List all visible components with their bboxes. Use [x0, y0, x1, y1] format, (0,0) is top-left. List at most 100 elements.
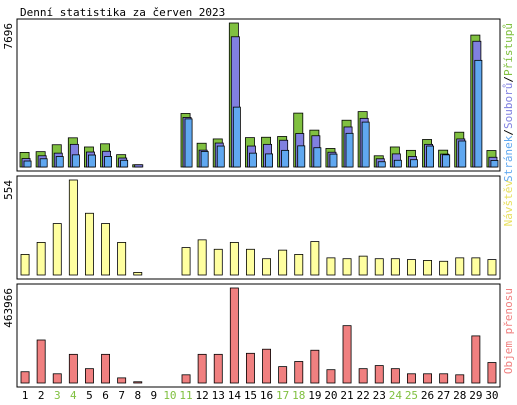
bar-visits-day-4	[68, 179, 78, 276]
x-tick-day-26: 26	[421, 389, 434, 402]
bar-kbytes-day-20	[326, 369, 336, 384]
x-tick-day-12: 12	[196, 389, 209, 402]
series-label-kbytes: Objem přenosu	[502, 288, 515, 374]
series-label-part: /	[502, 129, 515, 136]
bar-pages-day-23	[377, 161, 386, 168]
bar-pages-day-16	[265, 153, 273, 168]
bar-pages-day-15	[248, 152, 257, 168]
bar-visits-day-5	[85, 212, 94, 276]
x-tick-day-30: 30	[485, 389, 498, 402]
x-tick-day-1: 1	[22, 389, 29, 402]
bar-kbytes-day-26	[423, 373, 433, 384]
x-tick-day-6: 6	[102, 389, 109, 402]
x-tick-day-17: 17	[276, 389, 289, 402]
x-tick-day-3: 3	[54, 389, 61, 402]
x-tick-day-19: 19	[308, 389, 321, 402]
bar-pages-day-20	[329, 153, 338, 168]
bar-pages-day-17	[281, 149, 290, 168]
x-tick-day-8: 8	[134, 389, 141, 402]
x-tick-day-9: 9	[151, 389, 158, 402]
series-label-part: Stránek	[502, 135, 515, 182]
x-tick-day-2: 2	[38, 389, 45, 402]
bar-visits-day-12	[197, 239, 207, 276]
series-label-part: /	[502, 76, 515, 83]
bar-kbytes-day-11	[181, 374, 191, 384]
x-tick-day-15: 15	[244, 389, 257, 402]
bar-pages-day-7	[120, 159, 129, 168]
bar-visits-day-26	[423, 260, 433, 276]
x-tick-day-28: 28	[453, 389, 466, 402]
x-tick-day-25: 25	[405, 389, 418, 402]
x-tick-day-7: 7	[118, 389, 125, 402]
bar-pages-day-2	[39, 158, 48, 168]
bar-pages-day-1	[23, 160, 32, 168]
bar-pages-day-6	[104, 156, 112, 168]
bar-visits-day-21	[342, 258, 352, 276]
bar-pages-day-24	[393, 159, 402, 168]
bar-visits-day-3	[52, 223, 62, 276]
bar-kbytes-day-17	[278, 366, 288, 384]
x-tick-day-27: 27	[437, 389, 450, 402]
bar-visits-day-18	[294, 254, 304, 276]
bar-visits-day-14	[229, 242, 239, 276]
bar-visits-day-23	[374, 258, 384, 276]
bar-visits-day-24	[390, 258, 400, 276]
bar-visits-day-7	[117, 242, 127, 276]
series-label-visits: Návštěv	[502, 180, 515, 227]
series-label-traffic: Stránek/Souborů/Přístupů	[502, 23, 515, 182]
x-tick-day-11: 11	[179, 389, 192, 402]
panel-frame-visits	[16, 175, 501, 280]
bar-kbytes-day-12	[197, 353, 207, 384]
bar-visits-day-16	[262, 258, 272, 276]
bar-files-day-8	[134, 164, 144, 168]
bar-pages-day-13	[216, 145, 225, 168]
bar-pages-day-19	[313, 147, 322, 168]
bar-visits-day-6	[101, 223, 111, 276]
bar-visits-day-11	[181, 247, 191, 276]
bar-kbytes-day-8	[133, 381, 143, 384]
bar-pages-day-14	[232, 106, 241, 168]
x-tick-day-21: 21	[340, 389, 353, 402]
bar-kbytes-day-30	[487, 362, 497, 384]
bar-kbytes-day-23	[374, 365, 384, 384]
panel-kbytes: 463966 Objem přenosu	[2, 283, 515, 388]
bar-pages-day-30	[490, 160, 499, 168]
bar-visits-day-8	[133, 272, 143, 276]
max-label-kbytes: 463966	[2, 288, 15, 328]
series-label-part: Návštěv	[502, 180, 515, 227]
chart-title: Denní statistika za červen 2023	[20, 6, 225, 19]
series-label-part: Přístupů	[502, 23, 515, 76]
bar-kbytes-day-13	[213, 353, 223, 384]
x-tick-day-18: 18	[292, 389, 305, 402]
bar-pages-day-26	[426, 145, 434, 168]
bar-visits-day-28	[455, 257, 465, 276]
bar-kbytes-day-15	[245, 352, 255, 384]
bar-kbytes-day-25	[406, 373, 416, 384]
bar-pages-day-11	[184, 118, 193, 168]
panel-frame-traffic	[16, 18, 501, 172]
max-label-visits: 554	[2, 180, 15, 200]
series-label-part: Objem přenosu	[502, 288, 515, 374]
bar-visits-day-1	[20, 254, 30, 276]
x-tick-day-10: 10	[163, 389, 176, 402]
max-label-traffic: 7696	[2, 23, 15, 50]
bar-kbytes-day-27	[439, 373, 449, 384]
bar-kbytes-day-3	[52, 373, 62, 384]
x-tick-day-24: 24	[389, 389, 403, 402]
bar-visits-day-2	[36, 242, 46, 276]
bar-pages-day-25	[409, 159, 418, 168]
bar-kbytes-day-2	[36, 339, 46, 384]
bar-visits-day-19	[310, 241, 320, 276]
bar-visits-day-22	[358, 255, 368, 276]
bar-pages-day-4	[71, 154, 80, 168]
bar-kbytes-day-4	[68, 353, 78, 384]
bar-visits-day-20	[326, 257, 336, 276]
bar-kbytes-day-21	[342, 325, 352, 384]
bar-kbytes-day-14	[229, 287, 239, 384]
bar-visits-day-30	[487, 259, 497, 276]
series-label-part: Souborů	[502, 83, 515, 129]
x-tick-day-20: 20	[324, 389, 337, 402]
bar-kbytes-day-28	[455, 374, 465, 384]
bar-visits-day-25	[406, 259, 416, 276]
